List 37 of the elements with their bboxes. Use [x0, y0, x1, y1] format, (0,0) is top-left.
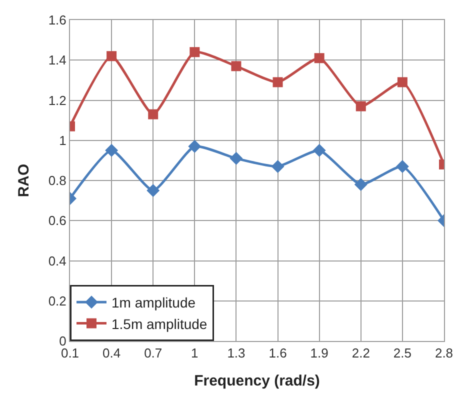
point [397, 77, 408, 88]
point [272, 77, 283, 88]
point [148, 109, 158, 120]
point [106, 51, 117, 62]
y-tick-label: 1.2 [48, 92, 66, 108]
point [230, 152, 243, 165]
point [105, 144, 118, 157]
y-tick-label: 1.6 [48, 12, 66, 28]
point [396, 160, 409, 173]
legend-label: 1m amplitude [112, 294, 196, 311]
x-tick-label: 1.6 [268, 346, 287, 361]
x-tick-label: 0.4 [102, 346, 121, 361]
y-tick-label: 0.6 [48, 213, 66, 228]
point [146, 184, 160, 198]
point [356, 101, 366, 112]
point [271, 160, 284, 173]
y-tick-label: 0.2 [48, 293, 66, 308]
point [231, 61, 242, 72]
y-tick-label: 1 [59, 132, 66, 148]
x-tick-label: 2.5 [393, 346, 412, 361]
x-tick-label: 2.8 [434, 346, 454, 361]
y-tick-label: 0.4 [48, 253, 66, 268]
x-tick-label: 2.2 [352, 346, 370, 361]
point [188, 140, 202, 153]
point [314, 53, 324, 64]
point [354, 178, 368, 192]
y-tick-label: 1.4 [48, 52, 66, 68]
x-tick-label: 1.9 [310, 346, 328, 361]
x-tick-label: 1 [191, 346, 198, 361]
x-axis-title: Frequency (rad/s) [194, 372, 320, 390]
point [190, 47, 200, 58]
x-tick-label: 0.7 [144, 346, 162, 361]
x-tick-label: 1.3 [227, 346, 246, 361]
y-axis-title: RAO [16, 164, 33, 198]
legend-label: 1.5m amplitude [112, 316, 208, 332]
point [312, 144, 326, 157]
y-tick-label: 0.8 [48, 173, 66, 188]
